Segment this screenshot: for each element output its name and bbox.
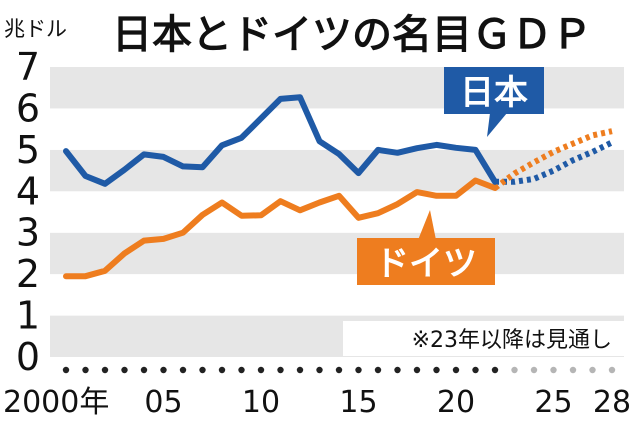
series-0-callout: 日本 <box>444 67 544 137</box>
y-tick-label: 4 <box>16 169 40 213</box>
x-axis-dot <box>140 366 148 374</box>
x-axis-dot <box>238 366 245 374</box>
x-axis-dot <box>160 366 167 374</box>
x-axis-dot <box>569 366 577 374</box>
callout-pointer <box>487 113 507 137</box>
x-tick-label: 15 <box>339 385 377 420</box>
x-axis-dot <box>550 366 557 374</box>
x-axis-dot <box>277 366 284 374</box>
x-tick-label: 05 <box>144 385 182 420</box>
x-axis-dot <box>491 366 499 374</box>
x-axis-dot <box>316 366 323 374</box>
x-axis-dot <box>394 366 401 374</box>
x-axis-dot <box>335 366 343 374</box>
grid-band <box>50 232 624 275</box>
x-tick-label: 25 <box>534 385 572 420</box>
x-axis-dot <box>82 366 89 374</box>
x-axis-dot <box>530 366 538 374</box>
y-tick-label: 0 <box>16 335 40 379</box>
callout-pointer <box>418 210 436 240</box>
series-1-actual-line <box>63 177 498 280</box>
series-1-callout: ドイツ <box>357 210 495 285</box>
forecast-note: ※23年以降は見通し <box>343 321 625 356</box>
forecast-note-background <box>343 321 625 356</box>
series-1-forecast-line <box>493 128 613 191</box>
y-axis-unit-label: 兆ドル <box>4 17 67 41</box>
x-axis-dot <box>413 366 421 374</box>
x-tick-label: 10 <box>242 385 280 420</box>
series-0-actual-line <box>63 94 498 187</box>
x-axis-dot <box>121 366 128 374</box>
x-axis-dot <box>355 366 362 374</box>
callout-box <box>444 67 544 114</box>
series-layer <box>63 94 614 280</box>
y-tick-label: 3 <box>16 211 40 255</box>
callout-box <box>357 238 495 285</box>
y-tick-label: 6 <box>16 86 40 130</box>
forecast-note-text: ※23年以降は見通し <box>412 328 612 353</box>
chart-title: 日本とドイツの名目ＧＤＰ <box>112 12 592 58</box>
x-axis-dot <box>296 366 304 374</box>
x-tick-label: 2000年 <box>3 385 109 420</box>
x-axis-dot <box>452 366 460 374</box>
x-axis-dot <box>608 366 616 374</box>
y-tick-label: 7 <box>16 45 40 89</box>
x-axis-dot <box>199 366 206 374</box>
x-axis-dot <box>511 366 518 374</box>
series-0-forecast-line <box>495 139 614 185</box>
x-tick-label: 20 <box>437 385 475 420</box>
y-tick-label: 2 <box>16 252 40 296</box>
y-tick-label: 5 <box>16 128 40 172</box>
x-axis-dot <box>589 366 596 374</box>
y-tick-label: 1 <box>16 294 40 338</box>
x-axis-dot <box>101 366 109 374</box>
x-axis-dot <box>472 366 479 374</box>
x-tick-label: 28 <box>593 385 631 420</box>
series-name-label: ドイツ <box>375 244 477 284</box>
x-axis-ticks: 2000年 05 10 15 20 25 28 <box>3 385 631 420</box>
x-axis-dot <box>179 366 187 374</box>
x-axis-dot <box>218 366 226 374</box>
x-axis-dots <box>62 366 616 374</box>
x-axis-dot <box>374 366 382 374</box>
grid-band <box>50 108 624 150</box>
x-axis-dot <box>62 366 70 374</box>
grid-band <box>50 274 624 316</box>
x-axis-dot <box>433 366 440 374</box>
series-name-label: 日本 <box>460 73 528 113</box>
x-axis-dot <box>257 366 265 374</box>
